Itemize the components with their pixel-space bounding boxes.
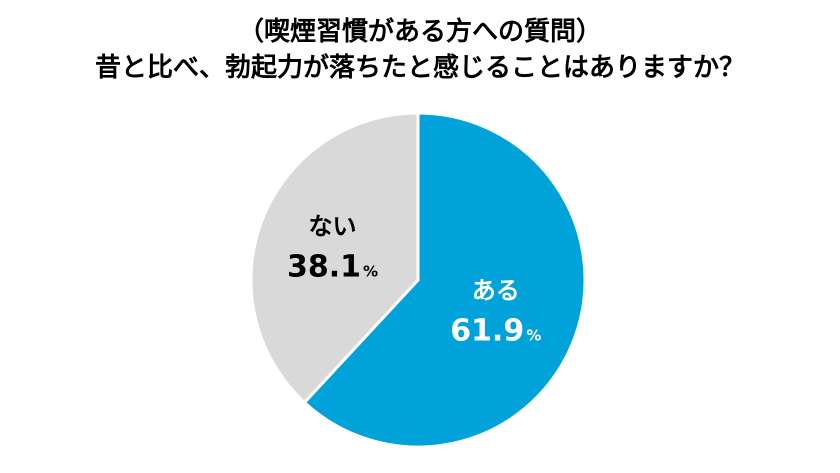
pie-slice-2 bbox=[249, 111, 420, 404]
pie-slice-1 bbox=[302, 111, 587, 449]
slice-name-label-1: ある bbox=[472, 276, 520, 304]
pie-labels: ある 61.9 % ない 38.1% bbox=[287, 212, 541, 348]
slice-value-label-1: 61.9% bbox=[450, 313, 541, 348]
slice-name-label-2: ない bbox=[308, 212, 356, 240]
pie-slices bbox=[249, 111, 587, 449]
chart-title-line-2: 昔と比べ、勃起力が落ちたと感じることはありますか？ bbox=[94, 53, 745, 83]
chart-title: （喫煙習慣がある方への質問） 昔と比べ、勃起力が落ちたと感じることはありますか？ bbox=[0, 14, 840, 86]
slice-value-label-2: 38.1% bbox=[287, 249, 378, 284]
chart-title-line-1: （喫煙習慣がある方への質問） bbox=[237, 17, 602, 47]
